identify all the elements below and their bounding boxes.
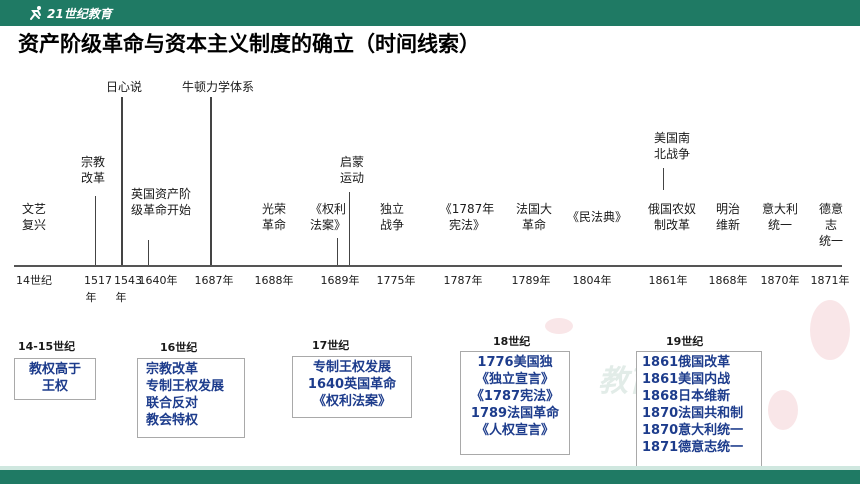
event-label-eguo: 俄国农奴 制改革 <box>647 202 697 232</box>
period-item: 1861美国内战 <box>642 372 731 387</box>
event-label-faguo: 法国大 革命 <box>515 202 553 232</box>
year-label-1543: 1543年 <box>114 274 142 304</box>
year-label-1517: 1517年 <box>84 274 112 304</box>
event-label-yidali: 意大利 统一 <box>761 202 799 232</box>
period-box-16: 宗教改革 专制王权发展 联合反对 教会特权 <box>137 358 245 438</box>
top-banner: 21世纪教育 <box>0 0 860 26</box>
bottom-banner <box>0 470 860 484</box>
year-label-1789: 1789年 <box>511 274 551 287</box>
event-label-rixin: 日心说 <box>105 80 143 94</box>
bottom-stripe <box>0 466 860 470</box>
brand-logo: 21世纪教育 <box>28 3 112 23</box>
event-line-niudun <box>210 97 212 265</box>
event-label-guangrong: 光荣 革命 <box>261 202 287 232</box>
event-label-yingguo: 英国资产阶 级革命开始 <box>130 187 192 217</box>
period-label-16: 16世纪 <box>160 341 198 354</box>
year-label-1868: 1868年 <box>708 274 748 287</box>
event-label-qimeng: 启蒙 运动 <box>339 155 365 185</box>
event-label-quanli: 《权利 法案》 <box>309 202 347 232</box>
year-label-1775: 1775年 <box>376 274 416 287</box>
period-label-18: 18世纪 <box>493 335 531 348</box>
period-item: 王权 <box>41 379 68 394</box>
year-label-1870: 1870年 <box>760 274 800 287</box>
event-line-yingguo <box>148 240 149 265</box>
period-label-19: 19世纪 <box>666 335 704 348</box>
year-label-1688: 1688年 <box>254 274 294 287</box>
event-label-minfa: 《民法典》 <box>566 210 628 224</box>
period-item: 教会特权 <box>146 413 199 428</box>
period-item: 1776美国独 <box>477 355 553 370</box>
event-line-qimeng <box>349 192 350 265</box>
decor-petal <box>768 390 798 430</box>
year-label-1687: 1687年 <box>194 274 234 287</box>
period-box-14: 教权高于 王权 <box>14 358 96 400</box>
timeline-axis <box>14 265 842 267</box>
period-item: 联合反对 <box>146 396 199 411</box>
timeline: 14世纪 1517年 1543年 1640年 1687年 1688年 1689年 1775年 1… <box>14 80 850 304</box>
period-label-14: 14-15世纪 <box>18 340 76 353</box>
event-label-zongjiao: 宗教 改革 <box>80 155 106 185</box>
year-label-1640: 1640年 <box>138 274 178 287</box>
decor-petal <box>810 300 850 360</box>
year-label-1804: 1804年 <box>572 274 612 287</box>
event-line-rixin <box>121 97 123 265</box>
year-label-1787: 1787年 <box>443 274 483 287</box>
event-label-deyizhi: 德意志 统一 <box>818 202 843 248</box>
year-label-1689: 1689年 <box>320 274 360 287</box>
event-label-nanbei: 美国南 北战争 <box>653 131 691 161</box>
period-item: 专制王权发展 <box>312 360 391 375</box>
year-label-1861: 1861年 <box>648 274 688 287</box>
period-item: 宗教改革 <box>146 362 199 377</box>
period-item: 1870法国共和制 <box>642 406 744 421</box>
period-item: 教权高于 <box>28 362 81 377</box>
period-item: 1640英国革命 <box>307 377 397 392</box>
period-item: 《权利法案》 <box>312 394 391 409</box>
period-box-17: 专制王权发展 1640英国革命 《权利法案》 <box>292 356 412 418</box>
event-line-zongjiao <box>95 196 96 265</box>
event-label-mingzhi: 明治 维新 <box>715 202 741 232</box>
period-item: 专制王权发展 <box>146 379 225 394</box>
period-item: 1871德意志统一 <box>642 440 744 455</box>
event-label-wenyi: 文艺 复兴 <box>21 202 47 232</box>
period-box-18: 1776美国独 《独立宣言》 《1787宪法》 1789法国革命 《人权宣言》 <box>460 351 570 455</box>
event-line-quanli <box>337 238 338 265</box>
period-item: 1868日本维新 <box>642 389 731 404</box>
period-item: 《人权宣言》 <box>475 423 554 438</box>
event-label-xianfa: 《1787年 宪法》 <box>439 202 495 232</box>
event-label-niudun: 牛顿力学体系 <box>181 80 255 94</box>
period-item: 1870意大利统一 <box>642 423 744 438</box>
period-item: 1861俄国改革 <box>642 355 731 370</box>
year-label-14: 14世纪 <box>16 274 52 287</box>
brand-name: 21世纪教育 <box>47 6 112 21</box>
period-item: 1789法国革命 <box>470 406 560 421</box>
period-box-19: 1861俄国改革 1861美国内战 1868日本维新 1870法国共和制 187… <box>636 351 762 473</box>
event-label-duli: 独立 战争 <box>379 202 405 232</box>
period-label-17: 17世纪 <box>312 339 350 352</box>
runner-logo-icon <box>30 6 41 20</box>
period-item: 《1787宪法》 <box>470 389 560 404</box>
event-line-nanbei <box>663 168 664 190</box>
page-title: 资产阶级革命与资本主义制度的确立（时间线索） <box>18 32 480 56</box>
period-item: 《独立宣言》 <box>475 372 554 387</box>
decor-petal <box>545 318 573 334</box>
year-label-1871: 1871年 <box>810 274 850 287</box>
